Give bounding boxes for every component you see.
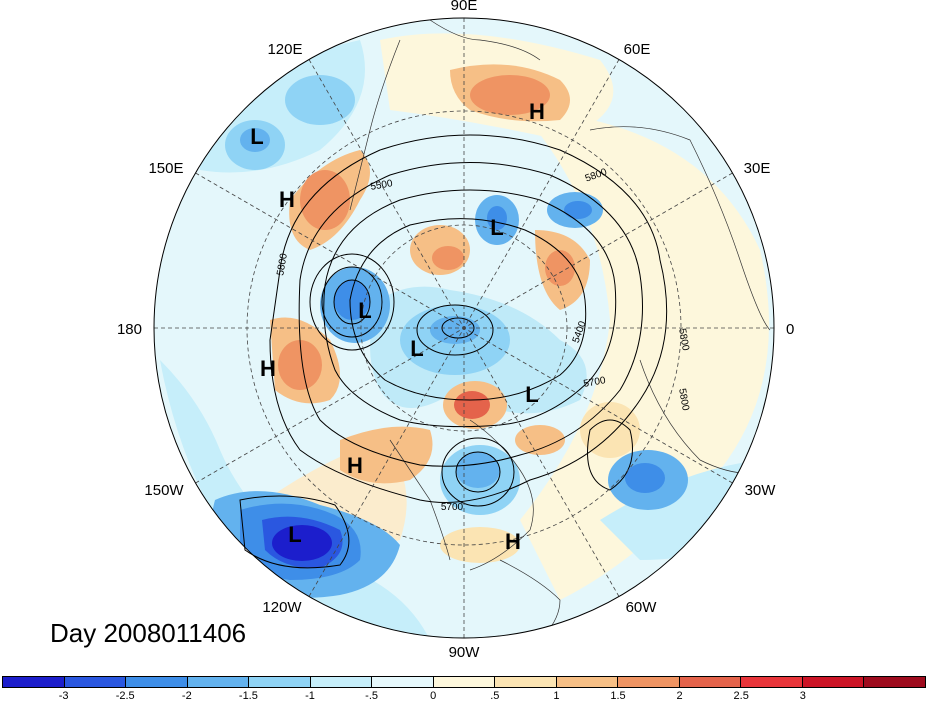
colorbar-swatch xyxy=(679,677,742,687)
longitude-label: 150E xyxy=(148,160,183,177)
colorbar-tick-labels: -3 -2.5 -2 -1.5 -1 -.5 0 .5 1 1.5 2 2.5 3 xyxy=(0,690,928,702)
colorbar-tick-label: -1.5 xyxy=(238,690,258,702)
colorbar-tick-label: 2.5 xyxy=(733,690,749,702)
map-boundary xyxy=(153,17,775,639)
day-label: Day 2008011406 xyxy=(50,618,247,648)
colorbar-swatch xyxy=(372,677,434,687)
high-pressure-label: H xyxy=(505,529,521,554)
low-pressure-label: L xyxy=(288,522,301,547)
contour-label: 5700 xyxy=(583,375,607,390)
graticule xyxy=(154,18,774,638)
longitude-label: 180 xyxy=(117,321,142,338)
longitude-label: 120E xyxy=(267,41,302,58)
longitude-label: 150W xyxy=(144,482,184,499)
colorbar-swatch xyxy=(556,677,619,687)
colorbar-tick-label: 2 xyxy=(676,690,683,702)
colorbar-swatch xyxy=(310,677,373,687)
colorbar-swatch xyxy=(249,677,311,687)
colorbar-tick-label: -2 xyxy=(181,690,192,702)
colorbar-swatch xyxy=(433,677,496,687)
longitude-label: 30W xyxy=(745,482,777,499)
low-pressure-label: L xyxy=(410,336,423,361)
colorbar-swatch xyxy=(864,677,925,687)
colorbar-tick-label: 3 xyxy=(799,690,806,702)
colorbar-tick-label: -.5 xyxy=(365,690,379,702)
colorbar-tick-label: -3 xyxy=(58,690,69,702)
colorbar-tick-label: -2.5 xyxy=(115,690,135,702)
high-pressure-label: H xyxy=(279,187,295,212)
colorbar-tick-label: .5 xyxy=(490,690,500,702)
height-contours xyxy=(239,134,668,569)
colorbar-swatch xyxy=(618,677,680,687)
longitude-label: 60E xyxy=(624,41,651,58)
longitude-label: 60W xyxy=(626,599,658,616)
contour-label: 5700 xyxy=(441,502,464,513)
high-pressure-label: H xyxy=(529,99,545,124)
colorbar-tick-label: 1.5 xyxy=(610,690,626,702)
longitude-label: 90E xyxy=(451,0,478,14)
longitude-label: 90W xyxy=(449,644,481,661)
colorbar-swatch xyxy=(64,677,127,687)
low-pressure-label: L xyxy=(250,124,263,149)
contour-label: 5800 xyxy=(676,388,691,412)
low-pressure-label: L xyxy=(490,215,503,240)
longitude-label: 120W xyxy=(262,599,302,616)
colorbar-swatch xyxy=(3,677,65,687)
pressure-center-labels: L H H L L L H L H L H xyxy=(250,99,545,554)
colorbar-swatch xyxy=(802,677,865,687)
low-pressure-label: L xyxy=(358,298,371,323)
colorbar xyxy=(2,676,926,688)
colorbar-swatch xyxy=(495,677,557,687)
colorbar-tick-label: 1 xyxy=(553,690,560,702)
high-pressure-label: H xyxy=(347,453,363,478)
colorbar-swatch xyxy=(187,677,250,687)
colorbar-tick-label: 0 xyxy=(430,690,437,702)
contour-label: 5800 xyxy=(275,252,290,276)
longitude-label: 30E xyxy=(744,160,771,177)
contour-label: 5800 xyxy=(676,328,691,352)
longitude-label: 0 xyxy=(786,321,794,338)
longitude-labels: 90E 60E 30E 0 30W 60W 90W 120W 150W 180 150E 120E xyxy=(117,0,794,661)
colorbar-swatch xyxy=(126,677,188,687)
colorbar-tick-label: -1 xyxy=(305,690,315,702)
low-pressure-label: L xyxy=(525,382,538,407)
contour-label: 5500 xyxy=(370,178,394,193)
colorbar-swatch xyxy=(741,677,803,687)
high-pressure-label: H xyxy=(260,356,276,381)
